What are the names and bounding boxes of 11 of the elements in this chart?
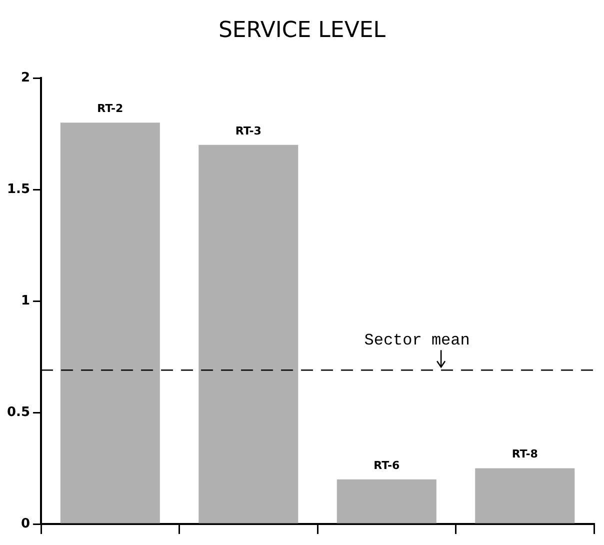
chart-title: SERVICE LEVEL: [217, 18, 387, 45]
y-tick-label: 1: [20, 293, 30, 308]
x-tick-label: RT-3: [235, 124, 262, 138]
x-tick-label: RT-6: [374, 458, 400, 472]
y-tick-label: 0.5: [7, 404, 30, 420]
x-tick-label: RT-8: [512, 448, 538, 461]
y-tick-label: 1.5: [7, 182, 30, 197]
ref-line-label: Sector mean: [364, 331, 470, 350]
x-tick-label: RT-2: [97, 102, 124, 115]
y-tick-label: 0: [20, 516, 30, 532]
y-tick-label: 2: [20, 70, 30, 86]
